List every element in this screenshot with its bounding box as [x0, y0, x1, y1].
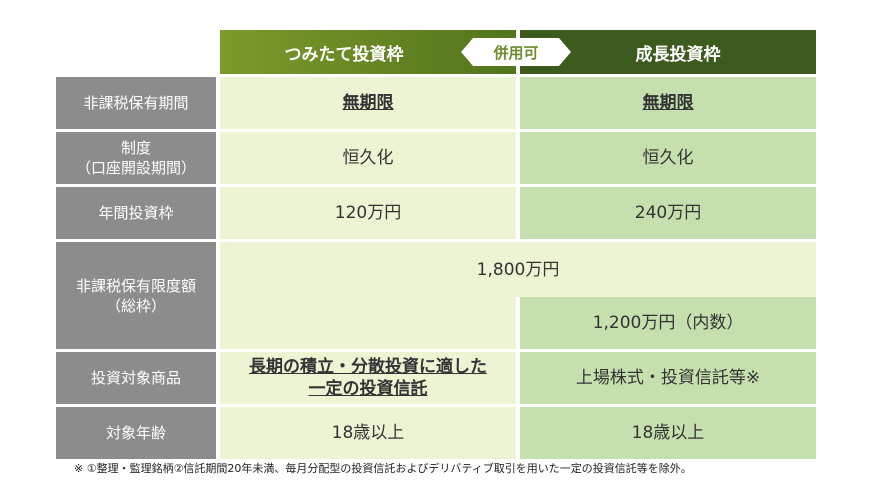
label-holding-limit: 非課税保有限度額 （総枠） [56, 242, 216, 349]
combined-use-badge: 併用可 [461, 38, 571, 66]
tsumitate-holding-period: 無期限 [220, 77, 516, 129]
growth-products: 上場株式・投資信託等※ [520, 352, 816, 404]
label-holding-limit-line1: 非課税保有限度額 [75, 276, 196, 295]
tsumitate-products-line2: 一定の投資信託 [308, 379, 428, 399]
holding-limit-total: 1,800万円 [220, 242, 816, 297]
header-empty-cell [56, 30, 216, 74]
nisa-comparison-table: つみたて投資枠 成長投資枠 非課税保有期間 無期限 無期限 制度 （口座開設期間… [56, 30, 816, 459]
label-system-line1: 制度 [120, 139, 151, 157]
label-holding-limit-line2: （総枠） [105, 296, 166, 315]
tsumitate-system: 恒久化 [220, 132, 516, 184]
tsumitate-age: 18歳以上 [220, 407, 516, 459]
tsumitate-holding-limit-empty [220, 297, 516, 349]
tsumitate-annual-limit: 120万円 [220, 187, 516, 239]
growth-age: 18歳以上 [520, 407, 816, 459]
footnote: ※ ①整理・監理銘柄②信託期間20年未満、毎月分配型の投資信託およびデリバティブ… [74, 462, 692, 475]
growth-annual-limit: 240万円 [520, 187, 816, 239]
label-system: 制度 （口座開設期間） [56, 132, 216, 184]
growth-system: 恒久化 [520, 132, 816, 184]
tsumitate-holding-period-value: 無期限 [342, 93, 394, 113]
tsumitate-products-line1: 長期の積立・分散投資に適した [249, 357, 487, 377]
header-growth-label: 成長投資枠 [635, 44, 721, 65]
header-tsumitate-label: つみたて投資枠 [284, 44, 404, 65]
label-age: 対象年齢 [56, 407, 216, 459]
label-holding-period: 非課税保有期間 [56, 77, 216, 129]
tsumitate-products: 長期の積立・分散投資に適した 一定の投資信託 [220, 352, 516, 404]
growth-holding-limit: 1,200万円（内数） [520, 297, 816, 349]
label-system-line2: （口座開設期間） [75, 159, 196, 177]
label-products: 投資対象商品 [56, 352, 216, 404]
label-annual-limit: 年間投資枠 [56, 187, 216, 239]
growth-holding-period-value: 無期限 [642, 93, 694, 113]
growth-holding-period: 無期限 [520, 77, 816, 129]
